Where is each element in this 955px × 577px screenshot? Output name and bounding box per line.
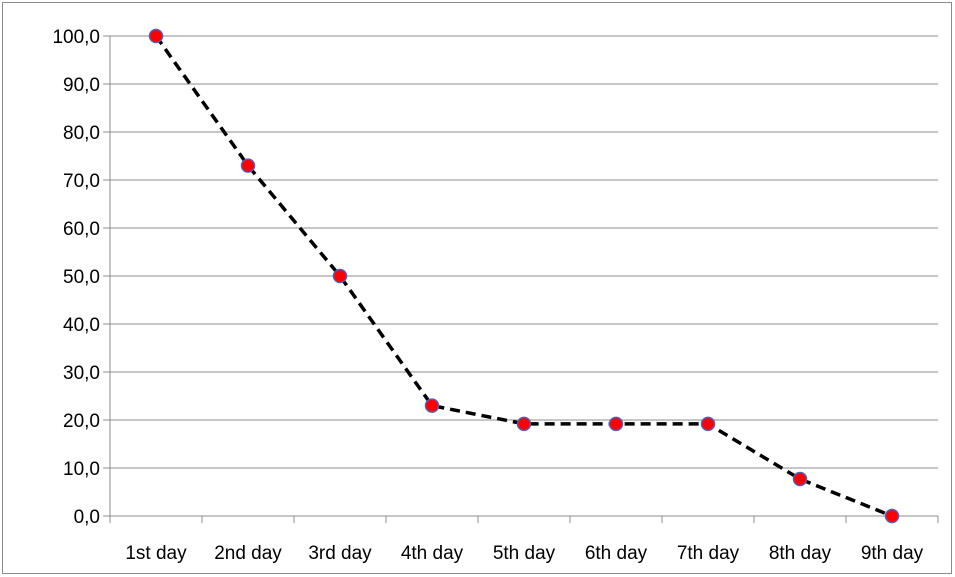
data-point <box>332 268 348 284</box>
data-point <box>608 416 624 432</box>
data-point <box>700 416 716 432</box>
y-tick-label: 30,0 <box>63 363 100 384</box>
data-point <box>516 416 532 432</box>
y-tick-label: 70,0 <box>63 171 100 192</box>
y-tick-label: 20,0 <box>63 411 100 432</box>
y-tick-label: 50,0 <box>63 267 100 288</box>
y-tick-label: 80,0 <box>63 123 100 144</box>
data-point <box>240 158 256 173</box>
y-tick-label: 90,0 <box>63 75 100 96</box>
data-point <box>792 471 808 487</box>
y-tick-label: 100,0 <box>52 27 100 48</box>
x-tick-label: 2nd day <box>214 543 282 564</box>
data-point <box>424 398 440 413</box>
x-axis-tick-labels: 1st day 2nd day 3rd day 4th day 5th day 6th d… <box>125 543 923 564</box>
y-tick-label: 60,0 <box>63 219 100 240</box>
x-tick-label: 4th day <box>401 543 464 564</box>
data-point <box>884 508 900 524</box>
y-tick-label: 10,0 <box>63 459 100 480</box>
x-tick-label: 1st day <box>125 543 187 564</box>
x-tick-label: 6th day <box>585 543 648 564</box>
series-layer <box>148 28 900 524</box>
x-tick-label: 9th day <box>861 543 924 564</box>
data-point <box>148 28 164 44</box>
x-tick-label: 3rd day <box>308 543 372 564</box>
x-tick-label: 7th day <box>677 543 740 564</box>
axes <box>103 35 939 523</box>
y-tick-label: 0,0 <box>74 507 100 528</box>
x-tick-label: 8th day <box>769 543 832 564</box>
gridlines <box>110 35 938 469</box>
y-axis-tick-labels: 0,0 10,0 20,0 30,0 40,0 50,0 60,0 70,0 80,0 90,0 1… <box>52 27 100 528</box>
y-tick-label: 40,0 <box>63 315 100 336</box>
x-tick-label: 5th day <box>493 543 556 564</box>
